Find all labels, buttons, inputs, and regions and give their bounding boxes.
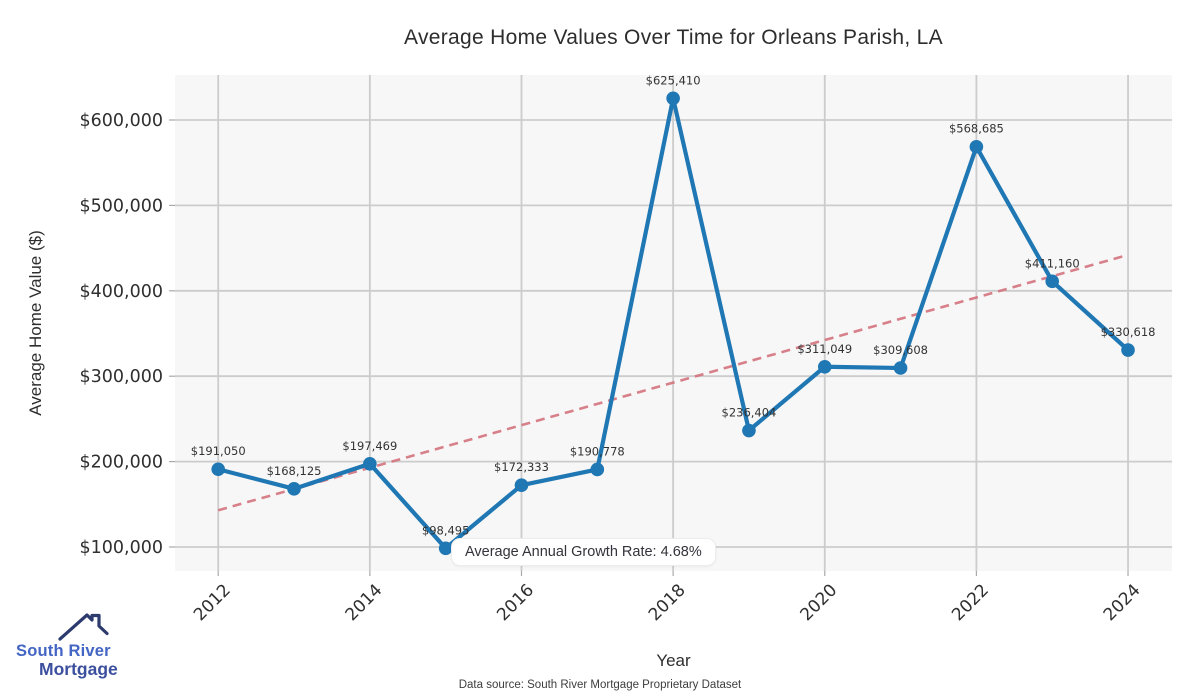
- x-tick-label: 2018: [645, 580, 690, 625]
- x-tick-label: 2016: [493, 580, 538, 625]
- data-point-marker: [438, 541, 453, 556]
- data-point-marker: [969, 139, 984, 154]
- data-point-marker: [514, 478, 529, 493]
- data-point-label: $172,333: [494, 460, 549, 474]
- data-point-label: $168,125: [267, 464, 322, 478]
- x-tick-label: 2020: [797, 580, 842, 625]
- data-point-marker: [742, 423, 756, 438]
- y-tick-label: $300,000: [79, 367, 163, 387]
- data-point-marker: [287, 482, 301, 496]
- data-point-label: $625,410: [646, 73, 701, 87]
- y-tick-label: $600,000: [79, 111, 163, 131]
- data-point-marker: [1121, 343, 1135, 357]
- x-axis-title: Year: [656, 651, 691, 670]
- growth-rate-annotation: Average Annual Growth Rate: 4.68%: [451, 538, 716, 566]
- y-tick-label: $100,000: [79, 538, 163, 558]
- data-point-marker: [590, 462, 605, 477]
- data-point-marker: [666, 91, 680, 106]
- data-point-marker: [817, 359, 832, 374]
- x-tick-label: 2022: [948, 580, 993, 625]
- data-point-label: $197,469: [342, 439, 397, 453]
- data-point-label: $191,050: [191, 444, 246, 458]
- data-point-label: $411,160: [1025, 256, 1080, 270]
- chart-title: Average Home Values Over Time for Orlean…: [404, 26, 943, 49]
- x-tick-label: 2024: [1100, 580, 1145, 625]
- data-point-marker: [363, 456, 377, 471]
- data-point-marker: [211, 462, 226, 477]
- data-point-label: $190,778: [570, 444, 625, 458]
- data-point-label: $330,618: [1101, 325, 1156, 339]
- y-tick-label: $200,000: [79, 453, 163, 473]
- y-axis-title: Average Home Value ($): [26, 230, 45, 416]
- data-source-note: Data source: South River Mortgage Propri…: [458, 679, 742, 691]
- x-tick-label: 2012: [190, 580, 235, 625]
- data-point-marker: [893, 361, 908, 375]
- data-point-label: $311,049: [797, 342, 852, 356]
- data-point-label: $309,608: [873, 343, 928, 357]
- house-roof-icon: [58, 613, 109, 641]
- logo-name-bottom: Mortgage: [39, 659, 118, 679]
- data-point-label: $568,685: [949, 122, 1004, 136]
- x-tick-label: 2014: [342, 580, 387, 625]
- y-tick-label: $400,000: [79, 282, 163, 302]
- data-point-marker: [1045, 274, 1060, 289]
- brand-logo: South River Mortgage: [16, 611, 156, 680]
- logo-name-top: South River: [16, 642, 111, 660]
- data-point-label: $236,404: [722, 406, 777, 420]
- data-point-label: $98,495: [422, 523, 470, 537]
- y-tick-label: $500,000: [79, 196, 163, 216]
